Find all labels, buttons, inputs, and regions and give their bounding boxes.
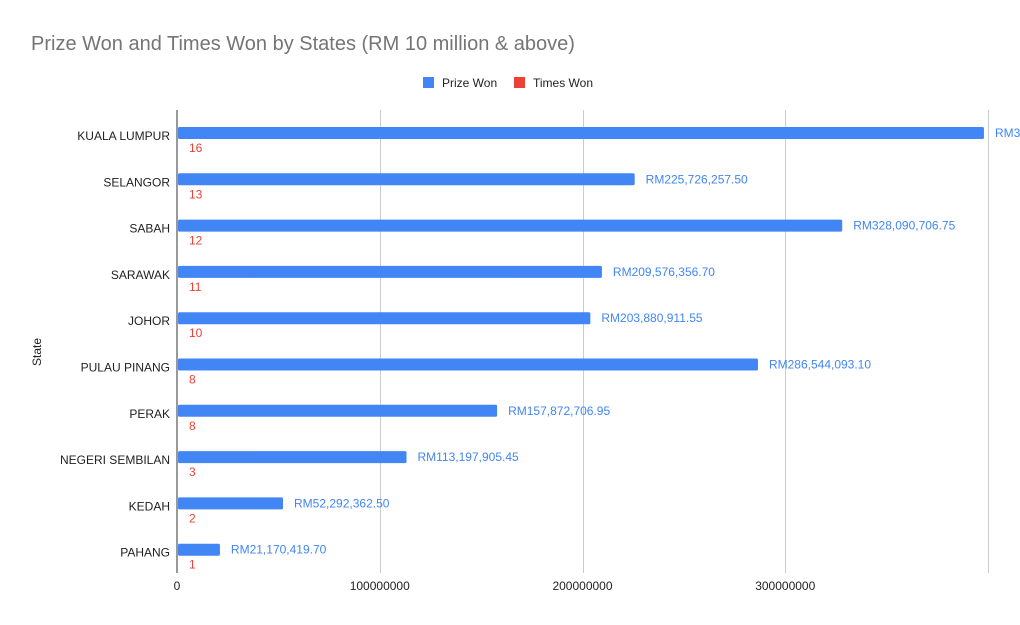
x-tick-label: 100000000 <box>350 579 410 593</box>
legend: Prize Won Times Won <box>423 76 593 90</box>
category-label: PAHANG <box>120 546 170 560</box>
data-label-prize-won: RM3 <box>995 126 1020 140</box>
legend-label-prize-won: Prize Won <box>442 76 497 90</box>
legend-swatch-times-won <box>514 77 525 88</box>
data-label-prize-won: RM157,872,706.95 <box>508 404 610 418</box>
bars <box>178 127 984 556</box>
bar-prize-won <box>178 312 591 325</box>
legend-label-times-won: Times Won <box>533 76 593 90</box>
gridlines <box>380 110 989 573</box>
data-label-prize-won: RM328,090,706.75 <box>853 219 955 233</box>
category-label: PERAK <box>129 407 170 421</box>
category-label: SELANGOR <box>103 175 170 189</box>
category-label: KEDAH <box>129 499 170 513</box>
x-tick-label: 0 <box>174 579 181 593</box>
bar-prize-won <box>178 127 984 139</box>
data-label-times-won: 8 <box>189 373 196 387</box>
data-labels: RM316RM225,726,257.5013RM328,090,706.751… <box>189 126 1020 572</box>
data-label-prize-won: RM209,576,356.70 <box>613 265 715 279</box>
data-label-times-won: 11 <box>189 280 202 294</box>
data-label-prize-won: RM225,726,257.50 <box>646 172 748 186</box>
bar-prize-won <box>178 358 758 371</box>
data-label-times-won: 1 <box>189 558 196 572</box>
bar-prize-won <box>178 219 843 232</box>
bar-prize-won <box>178 265 602 278</box>
data-label-prize-won: RM203,880,911.55 <box>601 311 703 325</box>
bar-prize-won <box>178 173 635 186</box>
data-label-prize-won: RM21,170,419.70 <box>231 543 327 557</box>
chart-title: Prize Won and Times Won by States (RM 10… <box>31 33 575 55</box>
data-label-times-won: 12 <box>189 234 203 248</box>
data-label-prize-won: RM113,197,905.45 <box>418 450 520 464</box>
x-tick-label: 300000000 <box>755 579 815 593</box>
bar-prize-won <box>178 404 498 417</box>
data-label-times-won: 10 <box>189 326 203 340</box>
category-label: NEGERI SEMBILAN <box>60 453 170 467</box>
data-label-times-won: 16 <box>189 141 203 155</box>
category-label: JOHOR <box>128 314 170 328</box>
category-label: PULAU PINANG <box>81 361 170 375</box>
legend-swatch-prize-won <box>423 77 434 88</box>
bar-prize-won <box>178 543 220 556</box>
data-label-prize-won: RM286,544,093.10 <box>769 358 871 372</box>
data-label-times-won: 3 <box>189 465 196 479</box>
category-labels: KUALA LUMPUR SELANGOR SABAH SARAWAK JOHOR PUL… <box>60 129 170 560</box>
y-axis-title: State <box>30 338 44 366</box>
category-label: SARAWAK <box>111 268 170 282</box>
tick-labels: 0 100000000 200000000 300000000 <box>174 579 816 593</box>
data-label-prize-won: RM52,292,362.50 <box>294 496 390 510</box>
bar-prize-won <box>178 451 407 464</box>
bar-prize-won <box>178 497 284 510</box>
data-label-times-won: 13 <box>189 187 203 201</box>
category-label: KUALA LUMPUR <box>77 129 170 143</box>
data-label-times-won: 8 <box>189 419 196 433</box>
category-label: SABAH <box>129 222 170 236</box>
data-label-times-won: 2 <box>189 511 196 525</box>
x-tick-label: 200000000 <box>552 579 612 593</box>
